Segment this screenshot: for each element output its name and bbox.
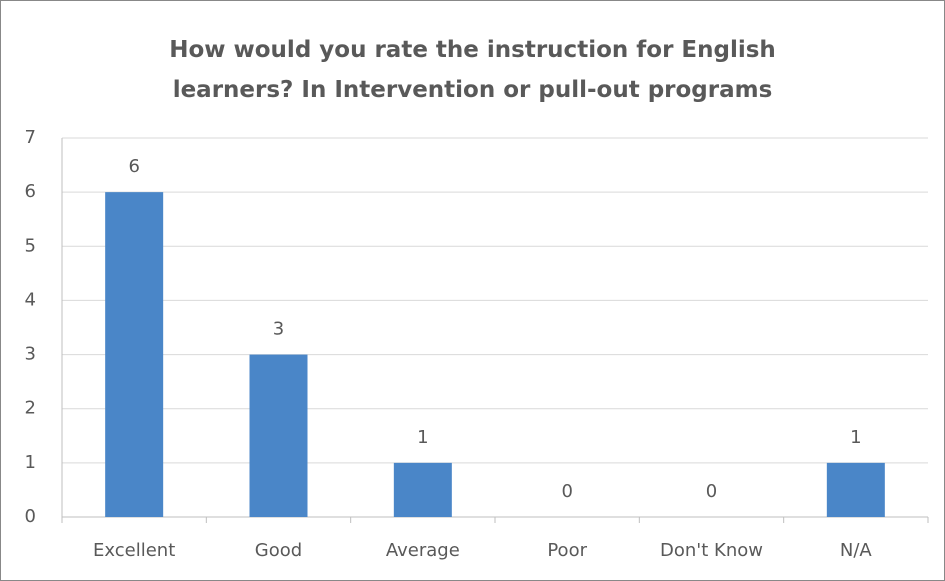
x-tick-label: Don't Know [660, 540, 763, 561]
chart-title: How would you rate the instruction for E… [169, 37, 776, 103]
x-tick-label: N/A [840, 540, 873, 561]
y-tick-label: 4 [25, 289, 36, 310]
bar [249, 354, 308, 517]
data-label: 1 [417, 427, 428, 448]
bar [105, 192, 164, 517]
x-tick-label: Average [386, 540, 460, 561]
x-tick-label: Poor [547, 540, 587, 561]
bar [826, 462, 885, 517]
x-tick-label: Good [255, 540, 302, 561]
bar [393, 462, 452, 517]
y-tick-label: 2 [25, 398, 36, 419]
data-label: 0 [706, 481, 717, 502]
y-tick-label: 5 [25, 235, 36, 256]
y-tick-label: 1 [25, 452, 36, 473]
data-label: 1 [850, 427, 861, 448]
x-tick-label: Excellent [93, 540, 175, 561]
y-tick-label: 0 [25, 506, 36, 527]
y-tick-label: 3 [25, 344, 36, 365]
data-label: 6 [128, 156, 139, 177]
data-label: 3 [273, 319, 284, 340]
y-tick-label: 7 [25, 127, 36, 148]
data-label: 0 [561, 481, 572, 502]
y-tick-label: 6 [25, 181, 36, 202]
